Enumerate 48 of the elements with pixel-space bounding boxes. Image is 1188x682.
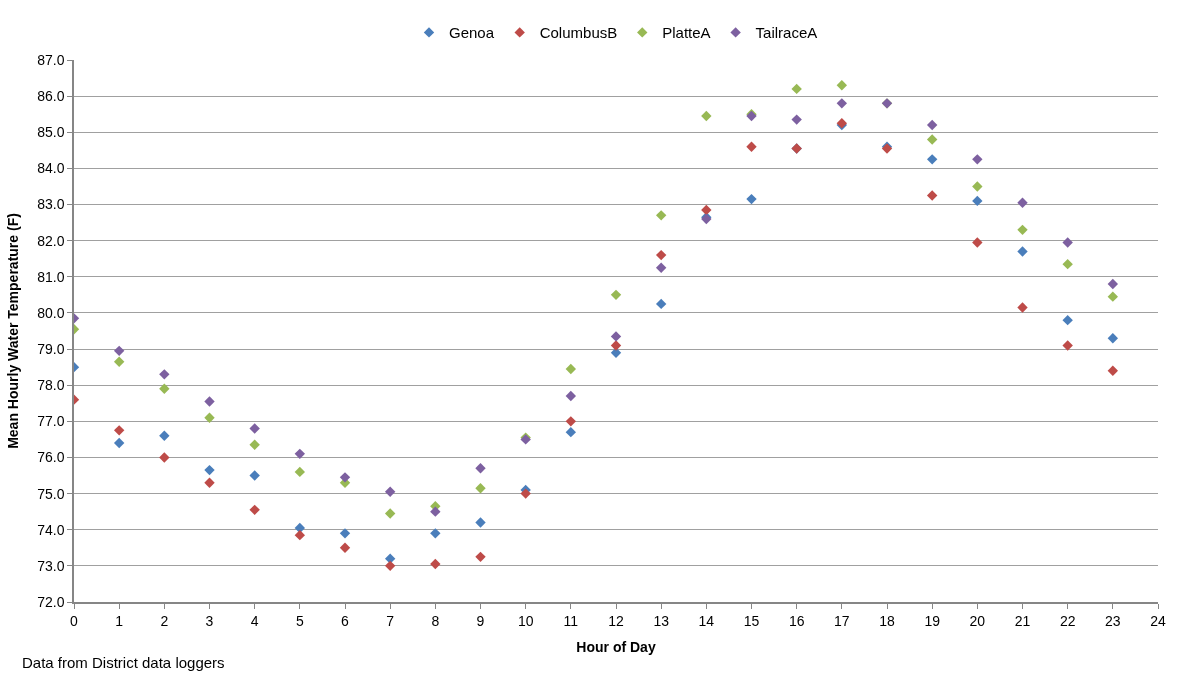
y-tick-label: 76.0 — [37, 449, 65, 466]
x-tick-label: 14 — [698, 612, 715, 629]
x-axis-title: Hour of Day — [576, 639, 656, 656]
x-tick-label: 6 — [341, 612, 350, 629]
y-tick-label: 77.0 — [37, 413, 65, 430]
y-tick-label: 82.0 — [37, 232, 65, 249]
x-tick-label: 13 — [653, 612, 670, 629]
text: Data from District data loggers — [22, 654, 225, 671]
x-tick-label: 2 — [160, 612, 169, 629]
x-tick-label: 15 — [743, 612, 760, 629]
y-tick-label: 79.0 — [37, 340, 65, 357]
x-tick-label: 23 — [1105, 612, 1121, 629]
x-tick-label: 11 — [563, 612, 579, 629]
y-tick-label: 83.0 — [37, 196, 65, 213]
x-tick-label: 4 — [250, 612, 259, 629]
legend-label: Genoa — [449, 24, 495, 42]
legend-label: PlatteA — [662, 24, 711, 42]
y-tick-label: 78.0 — [37, 377, 65, 394]
y-tick-label: 84.0 — [37, 160, 65, 177]
x-tick-label: 18 — [879, 612, 895, 629]
x-tick-label: 20 — [969, 612, 986, 629]
y-tick-label: 81.0 — [37, 268, 65, 285]
x-tick-label: 19 — [924, 612, 941, 629]
y-tick-label: 74.0 — [37, 521, 65, 538]
x-tick-label: 0 — [70, 612, 79, 629]
y-tick-label: 85.0 — [37, 124, 65, 141]
x-tick-label: 21 — [1014, 612, 1031, 629]
y-tick-label: 72.0 — [37, 593, 65, 610]
x-tick-label: 17 — [834, 612, 850, 629]
legend-label: TailraceA — [755, 24, 818, 42]
x-tick-label: 5 — [295, 612, 304, 629]
y-tick-label: 86.0 — [37, 88, 65, 105]
x-tick-label: 7 — [386, 612, 395, 629]
x-tick-label: 8 — [431, 612, 440, 629]
y-tick-label: 75.0 — [37, 485, 65, 502]
x-tick-label: 9 — [476, 612, 485, 629]
legend-label: ColumbusB — [539, 24, 618, 42]
x-tick-label: 12 — [608, 612, 624, 629]
x-tick-label: 3 — [205, 612, 214, 629]
y-tick-label: 80.0 — [37, 304, 65, 321]
x-tick-label: 10 — [517, 612, 534, 629]
y-tick-label: 73.0 — [37, 557, 65, 574]
y-axis-title: Mean Hourly Water Temperature (F) — [5, 213, 22, 449]
x-tick-label: 24 — [1150, 612, 1166, 629]
y-tick-label: 87.0 — [37, 51, 65, 68]
x-tick-label: 22 — [1059, 612, 1076, 629]
x-tick-label: 1 — [115, 612, 124, 629]
x-tick-label: 16 — [788, 612, 805, 629]
